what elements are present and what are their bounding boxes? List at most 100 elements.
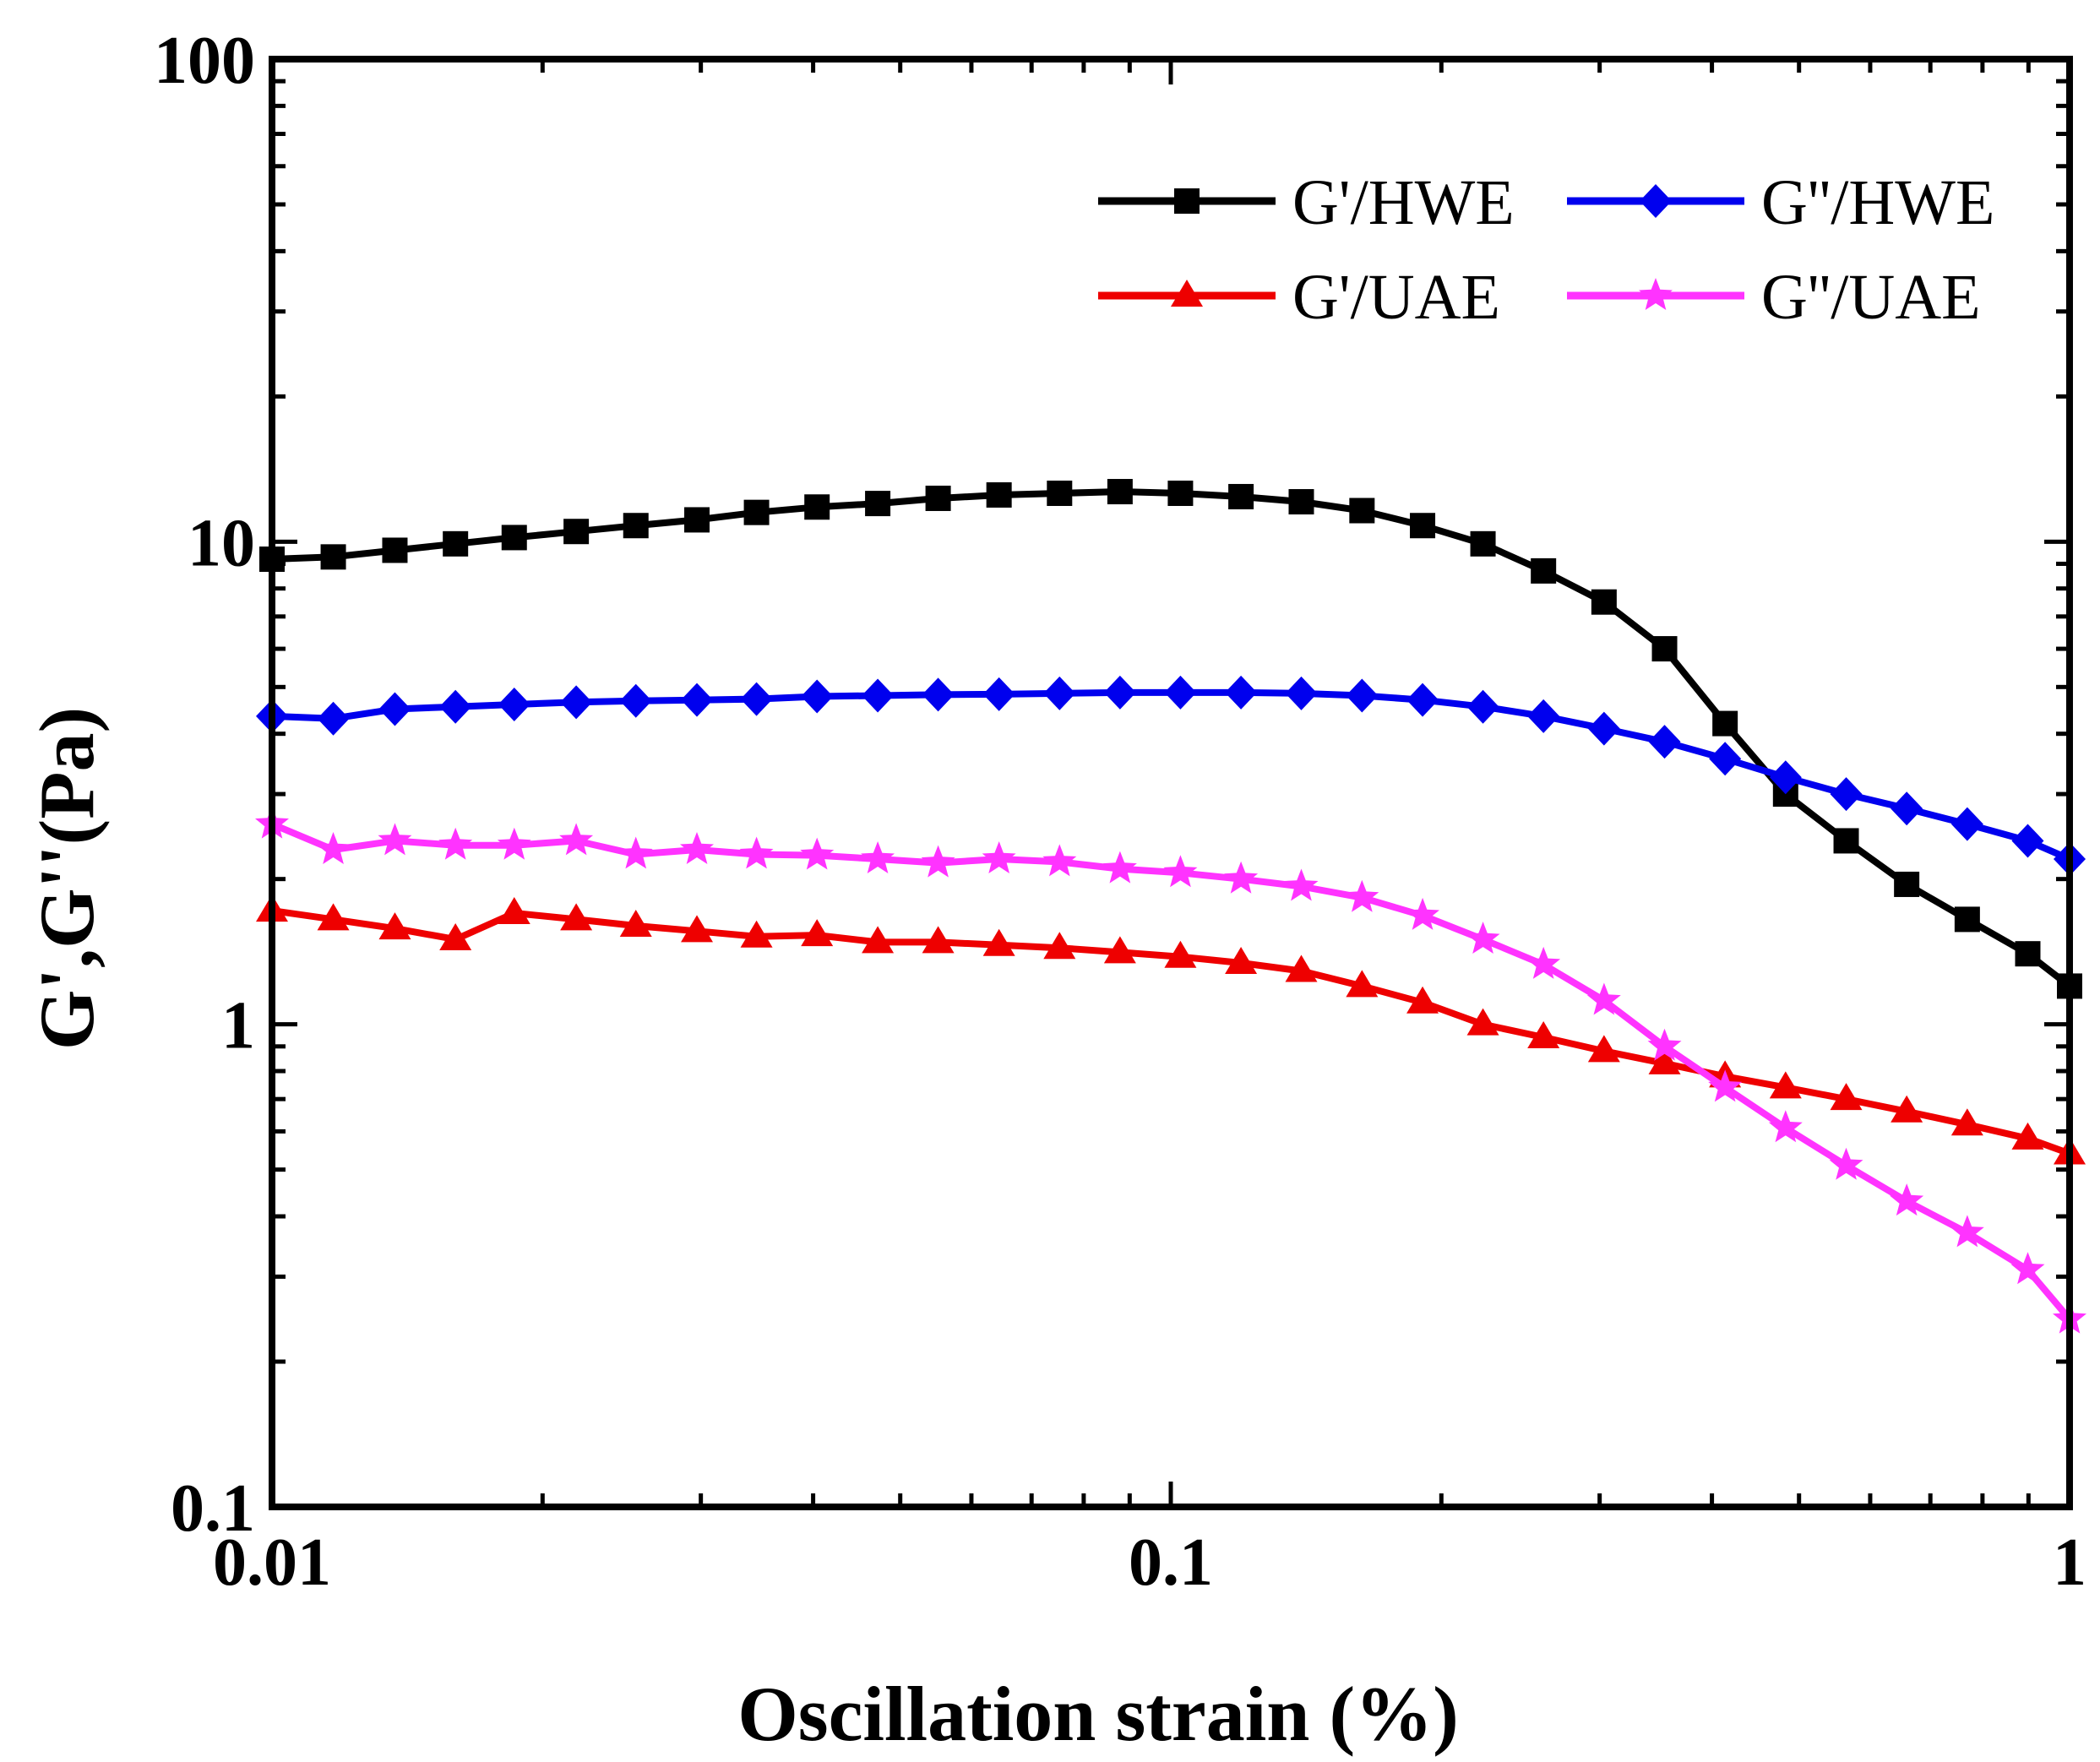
data-point [2011, 1122, 2044, 1150]
data-point [1103, 936, 1136, 964]
legend-label: G''/HWE [1761, 167, 1994, 238]
data-point [1164, 940, 1197, 968]
data-point [1167, 480, 1194, 506]
data-point [1164, 675, 1197, 710]
data-point [1285, 954, 1318, 982]
data-point [680, 832, 714, 864]
data-point [439, 689, 472, 724]
data-point [740, 682, 773, 716]
data-point [498, 688, 530, 722]
legend: G'/HWE G''/HWE G'/UAE G''/UAE [1098, 167, 1994, 333]
data-point [1349, 498, 1375, 524]
series-line [271, 907, 2071, 1157]
data-point [1950, 807, 1983, 841]
data-point [2015, 941, 2041, 967]
data-point [684, 507, 710, 533]
legend-item: G'/UAE [1098, 262, 1500, 333]
y-tick-label: 0.1 [171, 1471, 255, 1546]
data-point [1288, 489, 1314, 515]
data-point [1709, 742, 1742, 776]
data-point [1042, 844, 1077, 877]
data-point [801, 919, 834, 947]
data-point [1225, 947, 1258, 975]
legend-label: G'/HWE [1292, 167, 1515, 238]
data-point [1527, 699, 1560, 733]
data-point [1890, 1183, 1924, 1216]
data-point [982, 841, 1016, 873]
data-point [1406, 897, 1439, 930]
series-layer [255, 479, 2086, 1334]
data-point [623, 513, 649, 539]
y-tick-label: 1 [221, 989, 255, 1063]
data-point [1950, 1215, 1984, 1248]
legend-marker [1640, 184, 1672, 218]
data-point [1466, 1008, 1499, 1036]
data-point [862, 678, 895, 713]
data-point [1648, 725, 1681, 759]
tick-layer [269, 57, 2072, 1509]
data-point [320, 544, 346, 570]
legend-label: G'/UAE [1292, 262, 1500, 333]
data-point [1648, 1047, 1681, 1074]
data-point [1228, 483, 1254, 509]
data-point [1410, 513, 1436, 539]
data-point [378, 692, 411, 726]
series-2 [256, 895, 2086, 1165]
data-point [1107, 479, 1133, 505]
data-point [1346, 970, 1379, 998]
data-point [800, 837, 835, 870]
data-point [1466, 922, 1500, 954]
data-point [740, 920, 773, 948]
data-point [619, 683, 652, 718]
y-tick-label: 10 [188, 506, 255, 580]
data-point [861, 841, 895, 873]
data-point [619, 910, 652, 938]
data-point [1043, 676, 1076, 710]
data-point [498, 897, 530, 925]
data-point [925, 485, 951, 511]
data-point [378, 912, 411, 940]
data-point [1406, 683, 1439, 717]
data-point [922, 926, 955, 954]
series-line [271, 488, 2072, 989]
data-point [1830, 777, 1863, 812]
data-point [317, 903, 350, 931]
data-point [804, 494, 830, 520]
data-point [618, 836, 653, 869]
data-point [1894, 871, 1920, 897]
data-point [378, 823, 412, 856]
data-point [382, 537, 408, 563]
data-point [1225, 675, 1258, 710]
data-point [739, 836, 774, 869]
legend-label: G''/UAE [1761, 262, 1981, 333]
data-point [681, 915, 714, 943]
series-line [270, 820, 2073, 1322]
data-point [1285, 676, 1318, 710]
data-point [1891, 791, 1923, 826]
data-point [1103, 675, 1136, 710]
data-point [1345, 879, 1379, 912]
data-point [922, 677, 955, 712]
data-point [1406, 986, 1439, 1014]
data-point [1769, 1071, 1802, 1099]
data-point [438, 827, 473, 860]
data-point [1163, 855, 1198, 888]
data-point [982, 677, 1015, 711]
data-point [1470, 530, 1496, 557]
data-point [1891, 1095, 1923, 1123]
data-point [862, 926, 895, 954]
data-point [559, 823, 594, 856]
data-point [317, 701, 350, 736]
legend-marker [1174, 188, 1200, 214]
data-point [560, 903, 593, 931]
data-point [1712, 710, 1738, 737]
legend-item: G'/HWE [1098, 167, 1515, 238]
data-point [316, 832, 351, 864]
x-tick-label: 0.01 [213, 1525, 331, 1600]
data-point [560, 685, 593, 720]
data-point [865, 491, 891, 517]
data-point [801, 679, 834, 714]
legend-item: G''/UAE [1567, 262, 1981, 333]
